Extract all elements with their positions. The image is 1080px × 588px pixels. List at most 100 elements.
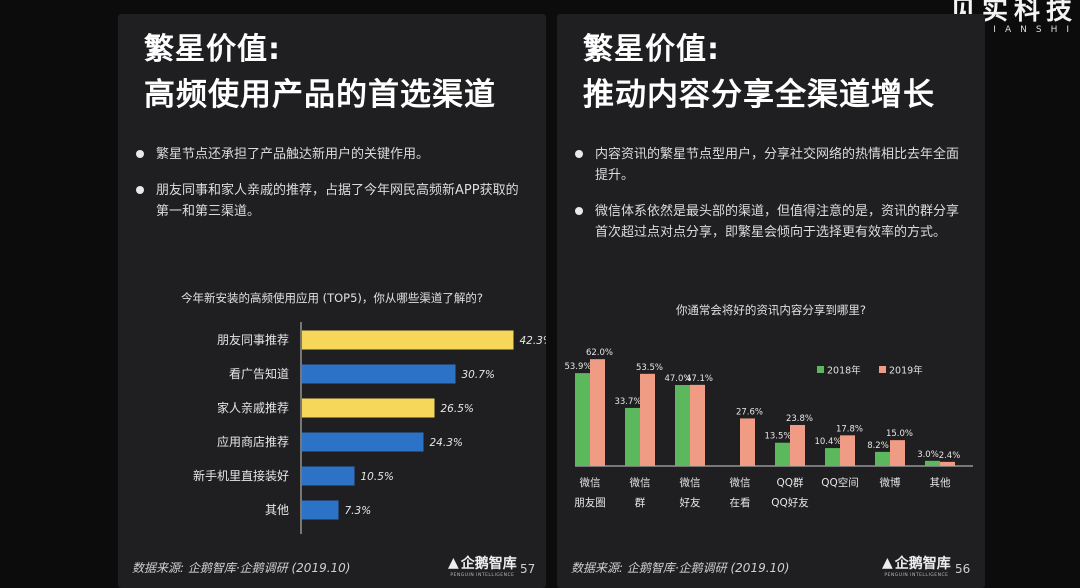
bullet-dot-icon [136, 150, 144, 158]
value-label: 2.4% [939, 451, 961, 461]
category-label: 微博 [880, 476, 901, 489]
bar [302, 398, 435, 418]
bullet-item: 朋友同事和家人亲戚的推荐，占据了今年网民高频新APP获取的第一和第三渠道。 [136, 180, 524, 222]
logo-name: 企鹅智库 [460, 556, 517, 572]
slide-title-line2: 推动内容分享全渠道增长 [583, 77, 935, 113]
value-label: 10.5% [361, 471, 394, 483]
bullet-text: 繁星节点还承担了产品触达新用户的关键作用。 [156, 147, 430, 162]
value-label: 23.8% [786, 414, 813, 424]
category-label: QQ空间 [821, 476, 859, 489]
value-label: 27.6% [736, 407, 763, 417]
value-label: 42.3% [520, 335, 547, 347]
bullet-list: 内容资讯的繁星节点型用户，分享社交网络的热情相比去年全面提升。 微信体系依然是最… [575, 144, 963, 258]
bar [302, 364, 456, 384]
bullet-list: 繁星节点还承担了产品触达新用户的关键作用。 朋友同事和家人亲戚的推荐，占据了今年… [136, 144, 524, 237]
bar [302, 466, 355, 486]
penguin-icon: ▲ [882, 555, 893, 571]
value-label: 47.0% [664, 374, 691, 384]
bar [625, 407, 640, 466]
penguin-icon: ▲ [448, 555, 459, 571]
value-label: 33.7% [614, 397, 641, 407]
category-label: 其他 [265, 503, 289, 517]
slide-title-line1: 繁星价值: [144, 32, 281, 67]
source-note: 数据来源: 企鹅智库·企鹅调研 (2019.10) [132, 561, 351, 575]
value-label: 47.1% [686, 374, 713, 384]
category-label: 看广告知道 [229, 367, 289, 381]
bar [590, 359, 605, 466]
bar [840, 435, 855, 466]
slide-title-line1: 繁星价值: [583, 32, 720, 67]
category-label: 朋友圈 [574, 496, 606, 509]
category-label: 应用商店推荐 [217, 434, 289, 449]
category-label: 家人亲戚推荐 [217, 400, 289, 415]
category-label: 微信 [580, 476, 601, 489]
bar [825, 448, 840, 466]
category-label: 群 [635, 496, 646, 509]
value-label: 17.8% [836, 424, 863, 434]
value-label: 10.4% [814, 437, 841, 447]
value-label: 30.7% [462, 369, 495, 381]
value-label: 15.0% [886, 429, 913, 439]
bar [575, 373, 590, 466]
category-label: 在看 [730, 496, 751, 509]
bullet-dot-icon [575, 207, 583, 215]
logo-sub: PENGUIN INTELLIGENCE [884, 573, 949, 578]
slide-left: 繁星价值: 高频使用产品的首选渠道 繁星节点还承担了产品触达新用户的关键作用。 … [118, 14, 546, 588]
source-note: 数据来源: 企鹅智库·企鹅调研 (2019.10) [571, 561, 790, 575]
legend-label: 2018年 [827, 365, 861, 377]
bar [890, 440, 905, 466]
bullet-item: 微信体系依然是最头部的渠道，但值得注意的是，资讯的群分享首次超过点对点分享，即繁… [575, 201, 963, 243]
logo: ▲ 企鹅智库 PENGUIN INTELLIGENCE [882, 553, 951, 578]
bar [925, 460, 940, 466]
value-label: 13.5% [764, 432, 791, 442]
bar [775, 442, 790, 466]
bullet-item: 繁星节点还承担了产品触达新用户的关键作用。 [136, 144, 524, 165]
bar [740, 418, 755, 466]
chart-title: 你通常会将好的资讯内容分享到哪里? [675, 303, 867, 317]
chart-title: 今年新安装的高频使用应用 (TOP5)，你从哪些渠道了解的? [180, 291, 484, 305]
bullet-text: 微信体系依然是最头部的渠道，但值得注意的是，资讯的群分享首次超过点对点分享，即繁… [595, 204, 960, 240]
value-label: 53.5% [636, 363, 663, 373]
bar [875, 451, 890, 466]
value-label: 26.5% [441, 403, 474, 415]
category-label: 微信 [680, 476, 701, 489]
logo-sub: PENGUIN INTELLIGENCE [450, 573, 515, 578]
bar [940, 461, 955, 466]
category-label: 微信 [730, 476, 751, 489]
page-number: 56 [955, 562, 971, 576]
legend-label: 2019年 [889, 365, 923, 377]
bar [675, 385, 690, 466]
category-label: QQ好友 [771, 496, 809, 509]
bullet-text: 朋友同事和家人亲戚的推荐，占据了今年网民高频新APP获取的第一和第三渠道。 [156, 183, 519, 219]
bar [302, 330, 514, 350]
slide-title-line2: 高频使用产品的首选渠道 [144, 77, 496, 113]
category-label: 朋友同事推荐 [217, 333, 289, 347]
value-label: 24.3% [430, 437, 463, 449]
category-label: 微信 [630, 476, 651, 489]
value-label: 7.3% [345, 505, 372, 517]
bullet-item: 内容资讯的繁星节点型用户，分享社交网络的热情相比去年全面提升。 [575, 144, 963, 186]
legend-swatch [879, 366, 886, 373]
bullet-dot-icon [136, 186, 144, 194]
logo: ▲ 企鹅智库 PENGUIN INTELLIGENCE [448, 553, 517, 578]
category-label: QQ群 [776, 476, 804, 489]
bar [690, 384, 705, 466]
category-label: 好友 [680, 496, 701, 509]
page-number: 57 [520, 562, 536, 576]
bar [302, 500, 339, 520]
bar [640, 373, 655, 466]
value-label: 62.0% [586, 348, 613, 358]
watermark-sub: JIANSHI [981, 25, 1078, 35]
hbar-chart: 朋友同事推荐 42.3% 看广告知道 30.7% 家人亲戚推荐 26.5% 应用商店推荐 24… [193, 322, 547, 534]
value-label: 3.0% [917, 450, 939, 460]
bar [790, 424, 805, 466]
bullet-dot-icon [575, 150, 583, 158]
value-label: 8.2% [867, 441, 889, 451]
slide-right: 繁星价值: 推动内容分享全渠道增长 内容资讯的繁星节点型用户，分享社交网络的热情… [557, 14, 985, 588]
category-label: 新手机里直接装好 [193, 468, 289, 483]
legend-swatch [817, 366, 824, 373]
category-label: 其他 [930, 476, 951, 489]
logo-name: 企鹅智库 [894, 556, 951, 572]
value-label: 53.9% [564, 362, 591, 372]
